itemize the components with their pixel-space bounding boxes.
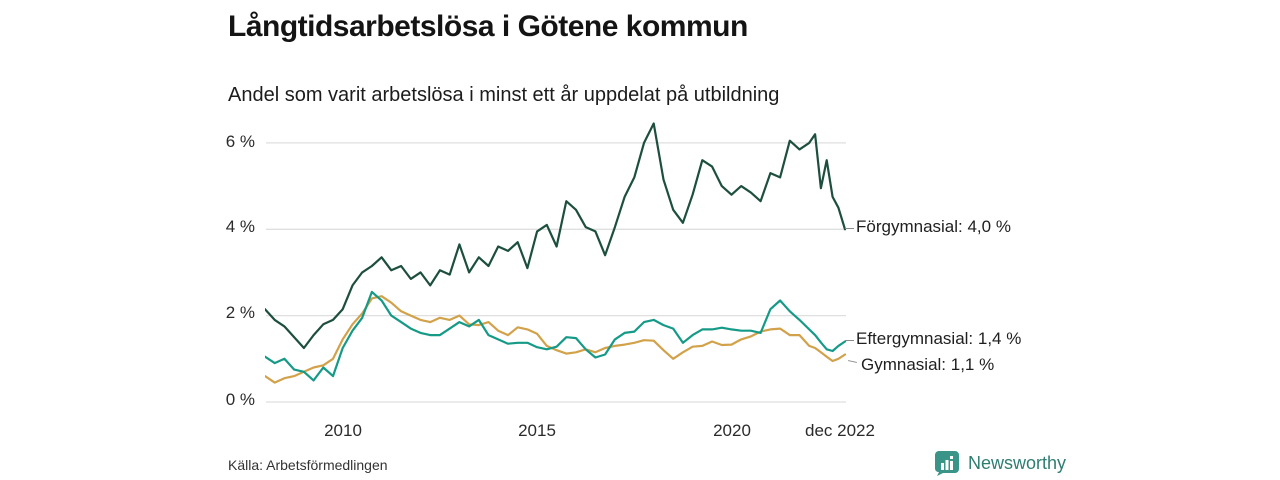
x-tick-2010: 2010 — [324, 421, 362, 440]
source-note: Källa: Arbetsförmedlingen — [228, 457, 388, 473]
x-tick-2020: 2020 — [713, 421, 751, 440]
series-label-eftergymnasial: Eftergymnasial: 1,4 % — [856, 329, 1022, 348]
y-tick-4: 4 % — [225, 217, 255, 236]
gridlines — [266, 142, 846, 403]
series-label-gymnasial: Gymnasial: 1,1 % — [861, 355, 995, 374]
x-tick-dec-2022: dec 2022 — [805, 421, 875, 440]
brand-name: Newsworthy — [968, 452, 1067, 473]
bar-chart-speech-bubble-icon — [935, 451, 959, 476]
line-forgymnasial — [265, 122, 847, 350]
y-tick-0: 0 % — [225, 390, 255, 409]
x-tick-2015: 2015 — [518, 421, 556, 440]
y-tick-6: 6 % — [225, 132, 255, 151]
line-chart-plot — [265, 122, 847, 403]
page-title: Långtidsarbetslösa i Götene kommun — [228, 10, 748, 43]
series-label-forgymnasial: Förgymnasial: 4,0 % — [856, 217, 1011, 236]
leader-dash-eftergymnasial — [845, 340, 854, 341]
leader-dash-forgymnasial — [845, 228, 854, 229]
line-eftergymnasial — [265, 290, 847, 382]
y-tick-2: 2 % — [225, 303, 255, 322]
newsworthy-brand: Newsworthy — [934, 450, 1066, 476]
line-gymnasial — [265, 295, 847, 384]
page-subtitle: Andel som varit arbetslösa i minst ett å… — [228, 84, 780, 106]
